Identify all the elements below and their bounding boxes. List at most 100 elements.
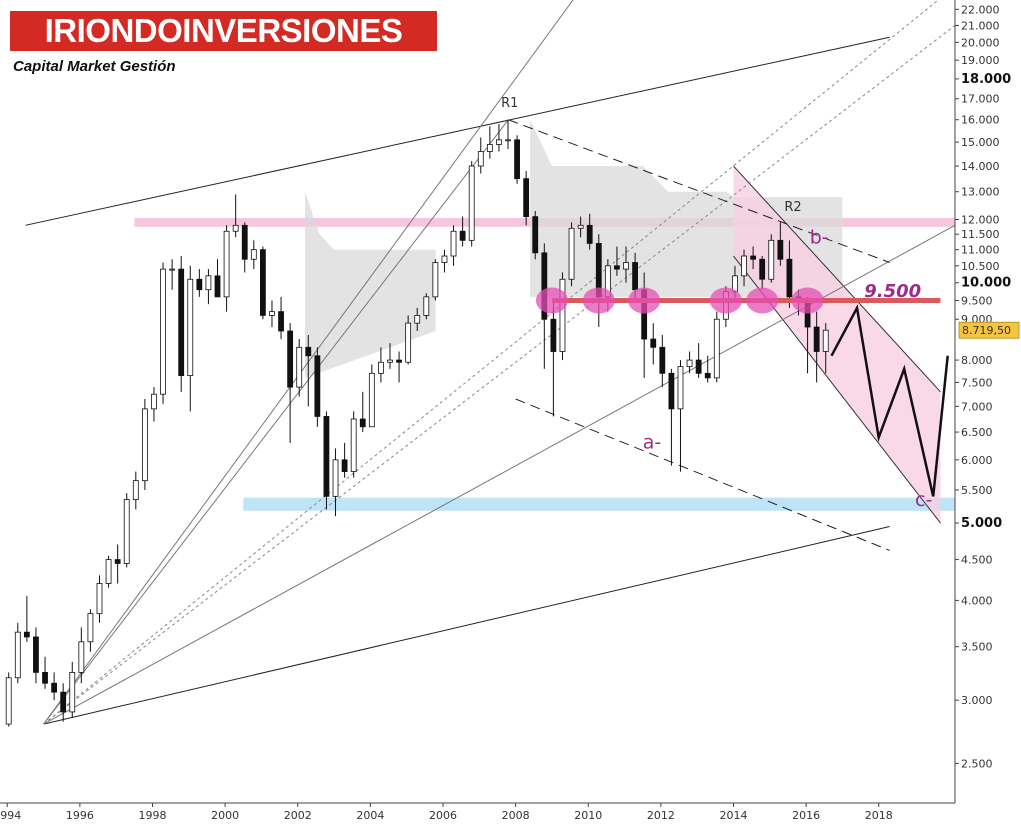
candle-body	[586, 224, 593, 244]
candle	[114, 544, 121, 584]
candle	[532, 210, 539, 260]
trendline-0	[25, 36, 890, 226]
candle-body	[305, 346, 312, 357]
candle-body	[14, 631, 21, 679]
candle	[359, 391, 366, 433]
candle	[523, 171, 530, 226]
trendline-3	[43, 119, 509, 725]
last-price-badge	[958, 321, 1020, 339]
candle	[496, 124, 502, 152]
candle	[577, 216, 584, 238]
candle	[78, 627, 85, 684]
candle	[486, 126, 493, 159]
candle-body	[187, 278, 194, 376]
candle-body	[87, 613, 94, 643]
x-tick-label: 2018	[865, 809, 893, 822]
candle-body	[232, 224, 239, 232]
y-tick-label: 4.500	[961, 554, 993, 567]
y-tick-label: 17.000	[961, 93, 1000, 106]
candle-body	[223, 230, 230, 298]
candle	[668, 368, 675, 466]
candle	[650, 323, 657, 365]
candle-body	[822, 329, 829, 352]
y-tick-label: 4.000	[961, 594, 993, 607]
candle-body	[459, 230, 466, 241]
candle	[822, 323, 829, 374]
y-tick-label: 14.000	[961, 160, 1000, 173]
candle-body	[523, 178, 530, 218]
candle	[14, 622, 21, 684]
candle	[623, 246, 629, 283]
last-price-label: 8.719,50	[962, 324, 1011, 337]
x-tick-label: 2016	[792, 809, 820, 822]
y-tick-label: 5.500	[961, 484, 993, 497]
candle	[396, 351, 402, 383]
candle-body	[423, 296, 430, 316]
trendline-6	[43, 25, 956, 725]
candle-body	[51, 682, 58, 693]
candle	[60, 683, 67, 722]
candle	[305, 335, 312, 407]
candle-body	[505, 139, 511, 142]
candle	[42, 656, 48, 689]
support-band	[243, 497, 956, 511]
candle	[559, 272, 566, 361]
candle	[505, 119, 511, 150]
y-tick-label: 18.000	[961, 72, 1011, 87]
candle-body	[178, 268, 185, 376]
annotation-label: R2	[784, 200, 801, 215]
candle-body	[541, 252, 548, 320]
candle-body	[114, 559, 121, 564]
candle-body	[314, 355, 321, 417]
candle-body	[296, 346, 303, 388]
y-tick-label: 7.000	[961, 400, 993, 413]
candle-body	[69, 672, 76, 713]
y-tick-label: 8.000	[961, 354, 993, 367]
candle-body	[786, 258, 793, 298]
candle	[132, 471, 139, 510]
candle-body	[414, 315, 421, 324]
candle	[269, 300, 275, 328]
candle	[768, 234, 775, 283]
candle	[332, 448, 339, 517]
candle-body	[105, 559, 112, 584]
candle	[441, 249, 448, 273]
brand-title: IRIONDOINVERSIONES	[44, 12, 403, 49]
candle-body	[713, 318, 720, 379]
candle	[459, 216, 466, 247]
candle-body	[768, 239, 775, 280]
candle-body	[160, 268, 166, 395]
y-tick-label: 3.500	[961, 641, 993, 654]
candle-body	[632, 262, 638, 291]
candle	[677, 360, 684, 472]
candle-body	[668, 372, 675, 410]
candle-body	[123, 499, 130, 564]
candle	[296, 339, 303, 397]
candle-body	[496, 139, 502, 145]
x-tick-label: 2000	[211, 809, 239, 822]
projection-layer	[830, 304, 949, 497]
x-tick-label: 2004	[356, 809, 384, 822]
channel-upper-line	[733, 165, 941, 393]
x-tick-label: 2010	[574, 809, 602, 822]
candle-body	[650, 338, 657, 348]
candle	[232, 194, 239, 238]
candle-body	[42, 672, 48, 684]
candle	[187, 265, 194, 412]
candle	[123, 493, 130, 568]
candle-body	[659, 346, 666, 374]
annotation-label: R1	[501, 96, 518, 111]
candle	[341, 442, 348, 478]
candle-body	[5, 677, 12, 725]
y-tick-label: 22.000	[961, 3, 1000, 16]
trendline-7	[508, 119, 890, 263]
candle	[141, 399, 148, 490]
candle	[87, 609, 94, 652]
annotation-label: b-	[810, 226, 829, 248]
candle	[314, 347, 321, 427]
candle	[387, 343, 393, 369]
candle-body	[750, 255, 757, 260]
annotation-label: 9.500	[864, 281, 921, 302]
candle	[423, 293, 430, 320]
